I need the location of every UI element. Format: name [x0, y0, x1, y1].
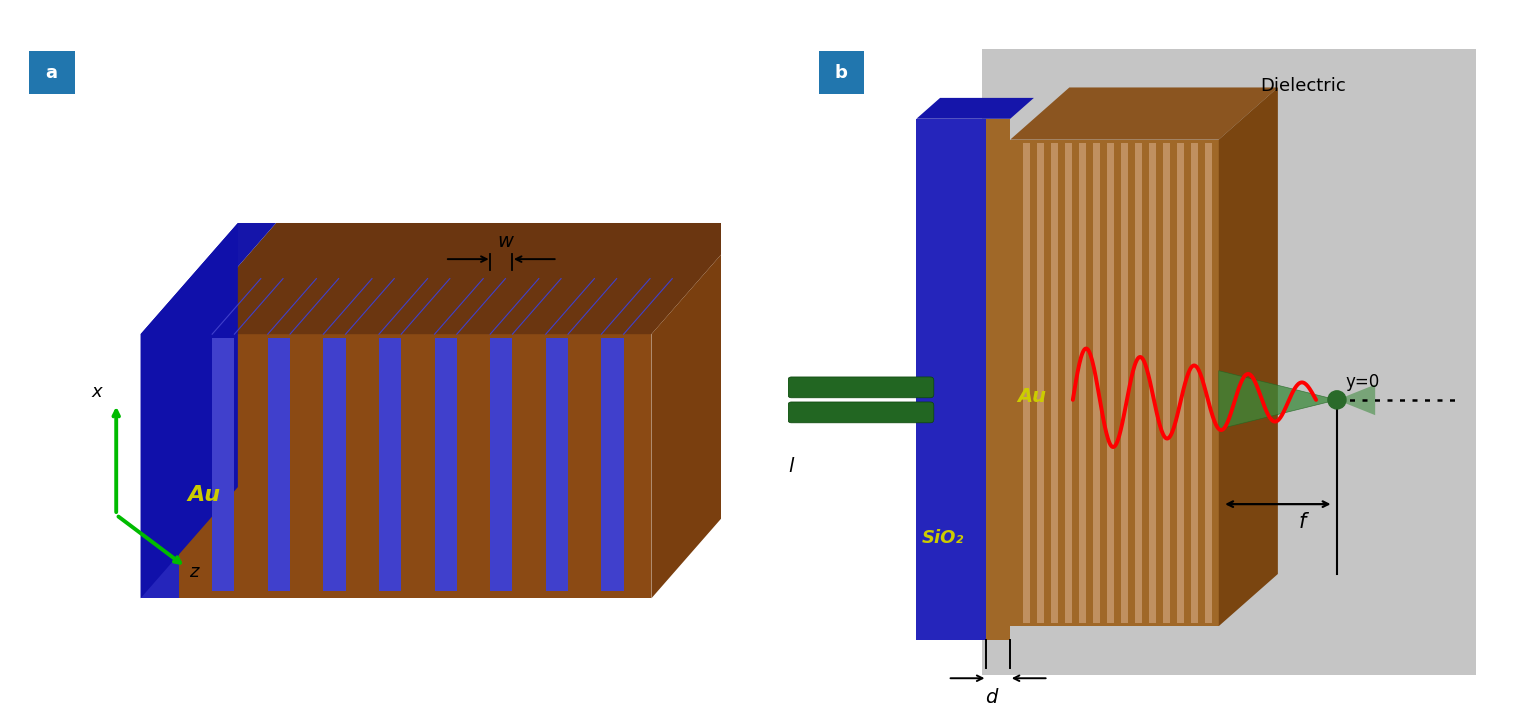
Polygon shape — [1177, 143, 1184, 623]
Text: w: w — [498, 232, 514, 251]
Polygon shape — [491, 337, 512, 592]
Text: SiO₂: SiO₂ — [922, 529, 965, 547]
Text: z: z — [189, 563, 198, 581]
Polygon shape — [178, 334, 651, 598]
Text: Dielectric: Dielectric — [1260, 77, 1346, 95]
Polygon shape — [1106, 143, 1114, 623]
Polygon shape — [434, 337, 457, 592]
Polygon shape — [1219, 88, 1277, 626]
Polygon shape — [916, 119, 1010, 640]
Polygon shape — [602, 337, 623, 592]
Text: b: b — [835, 64, 847, 82]
Polygon shape — [1079, 143, 1085, 623]
Polygon shape — [140, 334, 178, 598]
Text: Au: Au — [1017, 387, 1045, 406]
Polygon shape — [1135, 143, 1141, 623]
FancyBboxPatch shape — [788, 377, 934, 397]
Polygon shape — [140, 223, 238, 598]
Polygon shape — [1093, 143, 1100, 623]
Polygon shape — [1190, 143, 1198, 623]
Polygon shape — [1163, 143, 1170, 623]
Polygon shape — [1205, 143, 1212, 623]
Text: Au: Au — [187, 485, 221, 505]
Polygon shape — [1010, 140, 1219, 626]
Polygon shape — [1149, 143, 1155, 623]
Polygon shape — [1120, 143, 1128, 623]
Text: y=0: y=0 — [1346, 374, 1379, 392]
Text: l: l — [788, 457, 794, 476]
Polygon shape — [1337, 384, 1375, 415]
Polygon shape — [178, 223, 748, 334]
Polygon shape — [212, 337, 235, 592]
Text: f: f — [1298, 513, 1306, 532]
Polygon shape — [1219, 371, 1337, 429]
Polygon shape — [916, 98, 1033, 119]
Polygon shape — [651, 223, 748, 598]
Circle shape — [1327, 391, 1346, 409]
Polygon shape — [1036, 143, 1044, 623]
Polygon shape — [1050, 143, 1058, 623]
FancyBboxPatch shape — [788, 402, 934, 423]
Text: d: d — [985, 688, 997, 707]
Text: a: a — [46, 64, 58, 82]
Polygon shape — [1010, 88, 1277, 140]
Polygon shape — [983, 49, 1475, 675]
Polygon shape — [986, 119, 1010, 640]
FancyBboxPatch shape — [818, 51, 864, 94]
Polygon shape — [546, 337, 568, 592]
Polygon shape — [1023, 143, 1030, 623]
Polygon shape — [379, 337, 401, 592]
Polygon shape — [140, 223, 276, 334]
Text: x: x — [91, 383, 102, 401]
Polygon shape — [323, 337, 346, 592]
FancyBboxPatch shape — [29, 51, 75, 94]
Polygon shape — [268, 337, 290, 592]
Polygon shape — [1065, 143, 1071, 623]
